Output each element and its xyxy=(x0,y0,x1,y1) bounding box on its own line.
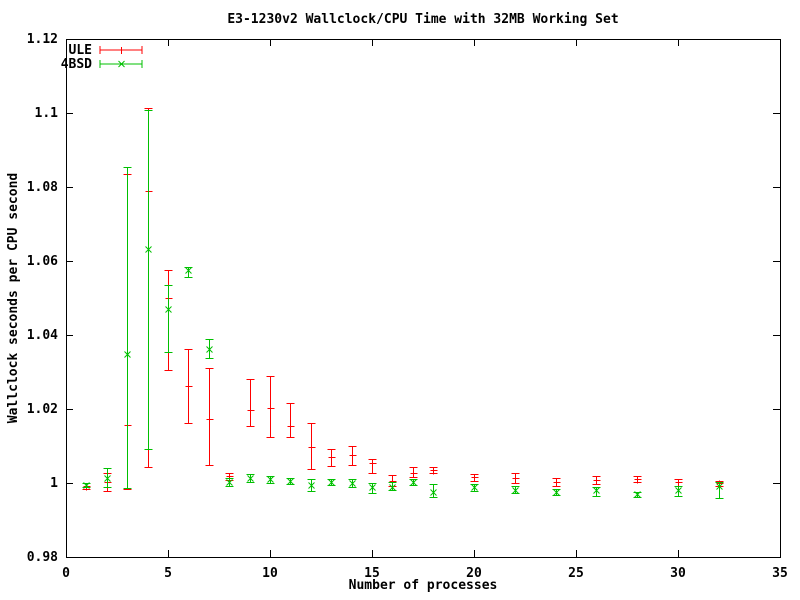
y-tick-label: 0.98 xyxy=(27,550,58,565)
4bsd-point-marker xyxy=(247,475,254,482)
4bsd-point-marker xyxy=(83,482,90,489)
x-tick-label: 10 xyxy=(262,566,278,581)
4bsd-point-marker xyxy=(553,489,560,496)
y-tick-label: 1.1 xyxy=(35,106,59,121)
4bsd-point-marker xyxy=(716,483,723,490)
plot-border xyxy=(66,39,781,558)
x-tick-label: 25 xyxy=(568,566,584,581)
4bsd-point-marker xyxy=(675,487,682,494)
4bsd-point-marker xyxy=(593,487,600,494)
legend-sample-marker xyxy=(118,60,125,68)
chart-title: E3-1230v2 Wallclock/CPU Time with 32MB W… xyxy=(227,12,618,27)
y-tick-label: 1.04 xyxy=(27,328,58,343)
4bsd-point-marker xyxy=(226,479,233,486)
4bsd-point-marker xyxy=(634,491,641,498)
y-tick-label: 1.02 xyxy=(27,402,58,417)
x-tick-label: 15 xyxy=(364,566,380,581)
x-axis-label: Number of processes xyxy=(349,578,498,593)
x-tick-label: 20 xyxy=(466,566,482,581)
y-axis-label: Wallclock seconds per CPU second xyxy=(6,173,21,423)
4bsd-point-marker xyxy=(349,480,356,487)
4bsd-point-marker xyxy=(124,351,131,358)
y-tick-label: 1.08 xyxy=(27,180,58,195)
x-tick-label: 30 xyxy=(670,566,686,581)
y-tick-label: 1 xyxy=(50,476,58,491)
4bsd-point-marker xyxy=(328,479,335,486)
4bsd-point-marker xyxy=(267,476,274,483)
legend-label-4bsd: 4BSD xyxy=(61,57,92,72)
4bsd-point-marker xyxy=(206,346,213,353)
4bsd-point-marker xyxy=(471,484,478,491)
y-tick-label: 1.12 xyxy=(27,32,58,47)
4bsd-point-marker xyxy=(410,479,417,486)
4bsd-point-marker xyxy=(185,267,192,274)
4bsd-point-marker xyxy=(389,484,396,491)
4bsd-point-marker xyxy=(308,482,315,489)
4bsd-point-marker xyxy=(369,484,376,491)
4bsd-point-marker xyxy=(104,475,111,482)
4bsd-point-marker xyxy=(512,487,519,494)
4bsd-point-marker xyxy=(145,246,152,253)
y-tick-label: 1.06 xyxy=(27,254,58,269)
x-tick-label: 5 xyxy=(164,566,172,581)
4bsd-point-marker xyxy=(287,478,294,485)
4bsd-point-marker xyxy=(165,306,172,313)
x-tick-label: 35 xyxy=(772,566,788,581)
x-tick-label: 0 xyxy=(62,566,70,581)
4bsd-point-marker xyxy=(430,489,437,496)
legend-label-ule: ULE xyxy=(69,43,92,58)
